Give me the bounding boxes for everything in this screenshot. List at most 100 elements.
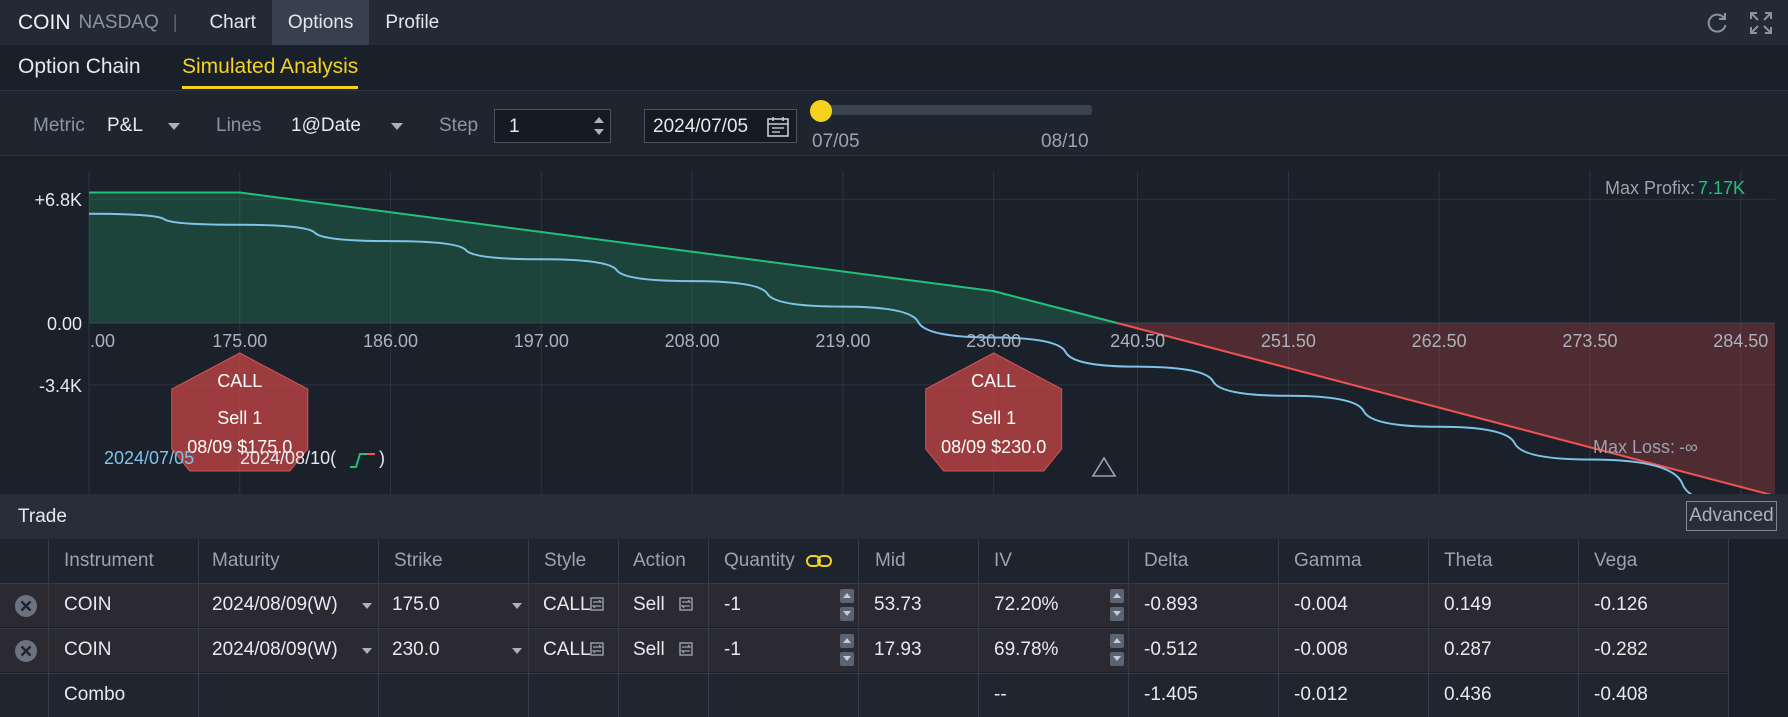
chevron-down-icon[interactable] [391, 123, 403, 130]
x-tick-label: .00 [90, 331, 115, 351]
iv-stepper[interactable]: 69.78% [994, 639, 1059, 660]
quantity-stepper[interactable]: -1 [724, 594, 741, 615]
decrement-icon[interactable] [1110, 652, 1124, 666]
col-delta: Delta [1144, 550, 1189, 571]
combo-delta: -1.405 [1144, 684, 1198, 705]
table-row: COIN 2024/08/09(W) 230.0 CALL Sell -1 17… [0, 628, 1728, 672]
max-profit-value: 7.17K [1698, 178, 1745, 198]
x-tick-label: 219.00 [815, 331, 870, 351]
action-cell[interactable]: Sell [633, 594, 665, 615]
decrement-icon[interactable] [1110, 607, 1124, 621]
current-price-marker-icon [1091, 456, 1117, 477]
increment-icon[interactable] [840, 634, 854, 648]
metric-select[interactable]: P&L [107, 115, 143, 136]
max-profit-label: Max Profix: [1605, 178, 1695, 198]
refresh-icon[interactable] [1704, 10, 1730, 36]
decrement-icon[interactable] [840, 607, 854, 621]
current-pnl-line [88, 212, 1693, 494]
iv-spinner[interactable] [1110, 634, 1124, 666]
calendar-icon[interactable] [766, 116, 790, 138]
exchange-label: NASDAQ [78, 11, 159, 33]
col-vega: Vega [1594, 550, 1638, 571]
chevron-down-icon[interactable] [168, 123, 180, 130]
quantity-spinner[interactable] [840, 634, 854, 666]
iv-spinner[interactable] [1110, 589, 1124, 621]
theta-cell: 0.287 [1444, 639, 1492, 660]
advanced-button[interactable]: Advanced [1686, 501, 1777, 531]
col-action: Action [633, 550, 686, 571]
remove-leg-icon[interactable] [14, 594, 38, 618]
x-tick-label: 186.00 [363, 331, 418, 351]
top-bar: COIN NASDAQ | Chart Options Profile [0, 0, 1788, 45]
swap-icon[interactable] [590, 642, 604, 656]
x-tick-label: 284.50 [1713, 331, 1768, 351]
leg-marker-type: CALL [971, 371, 1016, 391]
step-decrement-icon[interactable] [594, 129, 604, 135]
expiry-pnl-line-loss [1116, 322, 1772, 494]
leg-marker-detail: 08/09 $230.0 [941, 437, 1046, 457]
iv-stepper[interactable]: 72.20% [994, 594, 1059, 615]
leg-marker [925, 352, 1063, 472]
swap-icon[interactable] [679, 642, 693, 656]
leg-marker-detail: 08/09 $175.0 [187, 437, 292, 457]
increment-icon[interactable] [840, 589, 854, 603]
action-cell[interactable]: Sell [633, 639, 665, 660]
style-cell[interactable]: CALL [543, 639, 591, 660]
y-tick-label: 0.00 [47, 314, 82, 334]
table-row: COIN 2024/08/09(W) 175.0 CALL Sell -1 53… [0, 583, 1728, 627]
increment-icon[interactable] [1110, 634, 1124, 648]
col-iv: IV [994, 550, 1012, 571]
quantity-spinner[interactable] [840, 589, 854, 621]
maturity-select[interactable]: 2024/08/09(W) [212, 594, 338, 615]
y-tick-label: -3.4K [39, 376, 82, 396]
chevron-down-icon[interactable] [362, 648, 372, 654]
date-value[interactable]: 2024/07/05 [653, 116, 749, 137]
date-slider-handle[interactable] [810, 100, 832, 122]
leg-marker-action: Sell 1 [217, 408, 262, 428]
max-loss-label: Max Loss: [1593, 437, 1675, 457]
chevron-down-icon[interactable] [362, 603, 372, 609]
trade-panel-header: Trade Advanced [0, 494, 1788, 539]
decrement-icon[interactable] [840, 652, 854, 666]
sub-tabs: Option Chain Simulated Analysis [0, 45, 1788, 91]
symbol-ticker: COIN [18, 10, 71, 34]
strike-select[interactable]: 175.0 [392, 594, 440, 615]
step-stepper[interactable]: 1 [494, 109, 611, 143]
swap-icon[interactable] [590, 597, 604, 611]
tab-options[interactable]: Options [271, 0, 370, 45]
delta-cell: -0.512 [1144, 639, 1198, 660]
theta-cell: 0.149 [1444, 594, 1492, 615]
x-tick-label: 230.00 [966, 331, 1021, 351]
delta-cell: -0.893 [1144, 594, 1198, 615]
link-icon[interactable] [806, 554, 832, 568]
quantity-stepper[interactable]: -1 [724, 639, 741, 660]
lines-select[interactable]: 1@Date [291, 115, 361, 136]
date-picker[interactable]: 2024/07/05 [644, 109, 797, 143]
pnl-chart-svg: +6.8K0.00-3.4K-10.2K.00175.00186.00197.0… [0, 156, 1788, 494]
step-value[interactable]: 1 [509, 116, 520, 137]
swap-icon[interactable] [679, 597, 693, 611]
gamma-cell: -0.004 [1294, 594, 1348, 615]
chevron-down-icon[interactable] [512, 648, 522, 654]
header-separator: | [172, 12, 178, 32]
mid-cell: 53.73 [874, 594, 922, 615]
combo-vega: -0.408 [1594, 684, 1648, 705]
strike-select[interactable]: 230.0 [392, 639, 440, 660]
tab-profile[interactable]: Profile [385, 11, 440, 33]
fullscreen-icon[interactable] [1748, 10, 1774, 36]
chevron-down-icon[interactable] [512, 603, 522, 609]
maturity-select[interactable]: 2024/08/09(W) [212, 639, 338, 660]
combo-gamma: -0.012 [1294, 684, 1348, 705]
increment-icon[interactable] [1110, 589, 1124, 603]
tab-simulated-analysis[interactable]: Simulated Analysis [182, 45, 359, 89]
combo-label: Combo [64, 684, 126, 705]
gamma-cell: -0.008 [1294, 639, 1348, 660]
remove-leg-icon[interactable] [14, 639, 38, 663]
tab-chart[interactable]: Chart [209, 11, 256, 33]
step-increment-icon[interactable] [594, 117, 604, 123]
x-tick-label: 240.50 [1110, 331, 1165, 351]
date-slider-track[interactable] [820, 105, 1092, 115]
style-cell[interactable]: CALL [543, 594, 591, 615]
tab-option-chain[interactable]: Option Chain [18, 55, 141, 78]
trade-table: Instrument Maturity Strike Style Action … [0, 539, 1788, 717]
